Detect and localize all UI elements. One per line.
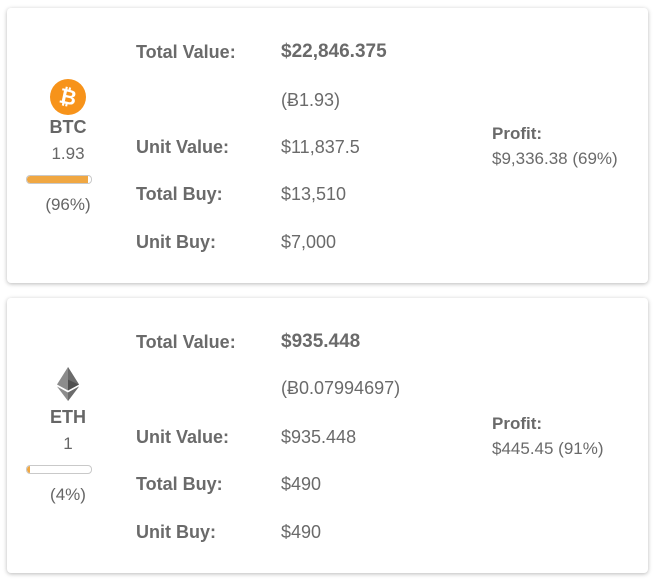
coin-amount: 1.93 <box>51 144 85 163</box>
unit-value: $935.448 <box>281 427 357 447</box>
portfolio-share-bar-fill <box>27 466 30 473</box>
coin-symbol: ETH <box>50 407 86 427</box>
total-buy: $13,510 <box>281 184 347 204</box>
holding-card-eth: ETH 1 (4%) Total Value: $935.448 (Ƀ0.079… <box>7 298 648 573</box>
total-value: $22,846.375 <box>281 41 387 62</box>
crypto-value: (Ƀ0.07994697) <box>281 378 401 398</box>
crypto-value: (Ƀ1.93) <box>281 90 341 110</box>
coin-summary: ₿ BTC 1.93 (96%) <box>7 8 129 283</box>
total-value: $935.448 <box>281 331 361 352</box>
unit-buy: $490 <box>281 522 322 542</box>
unit-value-label: Unit Value: <box>136 137 230 157</box>
unit-buy-label: Unit Buy: <box>136 232 216 252</box>
portfolio-share-percent: (96%) <box>45 195 91 214</box>
total-value-label: Total Value: <box>136 42 236 62</box>
portfolio-share-bar-fill <box>27 176 89 183</box>
unit-value: $11,837.5 <box>281 137 360 157</box>
portfolio-share-percent: (4%) <box>50 485 86 504</box>
portfolio-share-bar <box>26 175 92 184</box>
unit-buy: $7,000 <box>281 232 337 252</box>
holding-card-btc: ₿ BTC 1.93 (96%) Total Value: $22,846.37… <box>7 8 648 283</box>
unit-buy-label: Unit Buy: <box>136 522 216 542</box>
total-buy-label: Total Buy: <box>136 474 223 494</box>
ethereum-icon <box>57 367 79 401</box>
profit-value: $445.45 (91%) <box>492 439 604 458</box>
profit-label: Profit: <box>492 124 543 143</box>
unit-value-label: Unit Value: <box>136 427 230 447</box>
total-buy-label: Total Buy: <box>136 184 223 204</box>
portfolio-share-bar <box>26 465 92 474</box>
coin-amount: 1 <box>63 434 73 453</box>
total-value-label: Total Value: <box>136 332 236 352</box>
profit-value: $9,336.38 (69%) <box>492 149 618 168</box>
coin-symbol: BTC <box>49 117 87 137</box>
total-buy: $490 <box>281 474 322 494</box>
svg-text:₿: ₿ <box>57 83 79 110</box>
coin-summary: ETH 1 (4%) <box>7 298 129 573</box>
profit-label: Profit: <box>492 414 543 433</box>
bitcoin-icon: ₿ <box>50 79 86 115</box>
